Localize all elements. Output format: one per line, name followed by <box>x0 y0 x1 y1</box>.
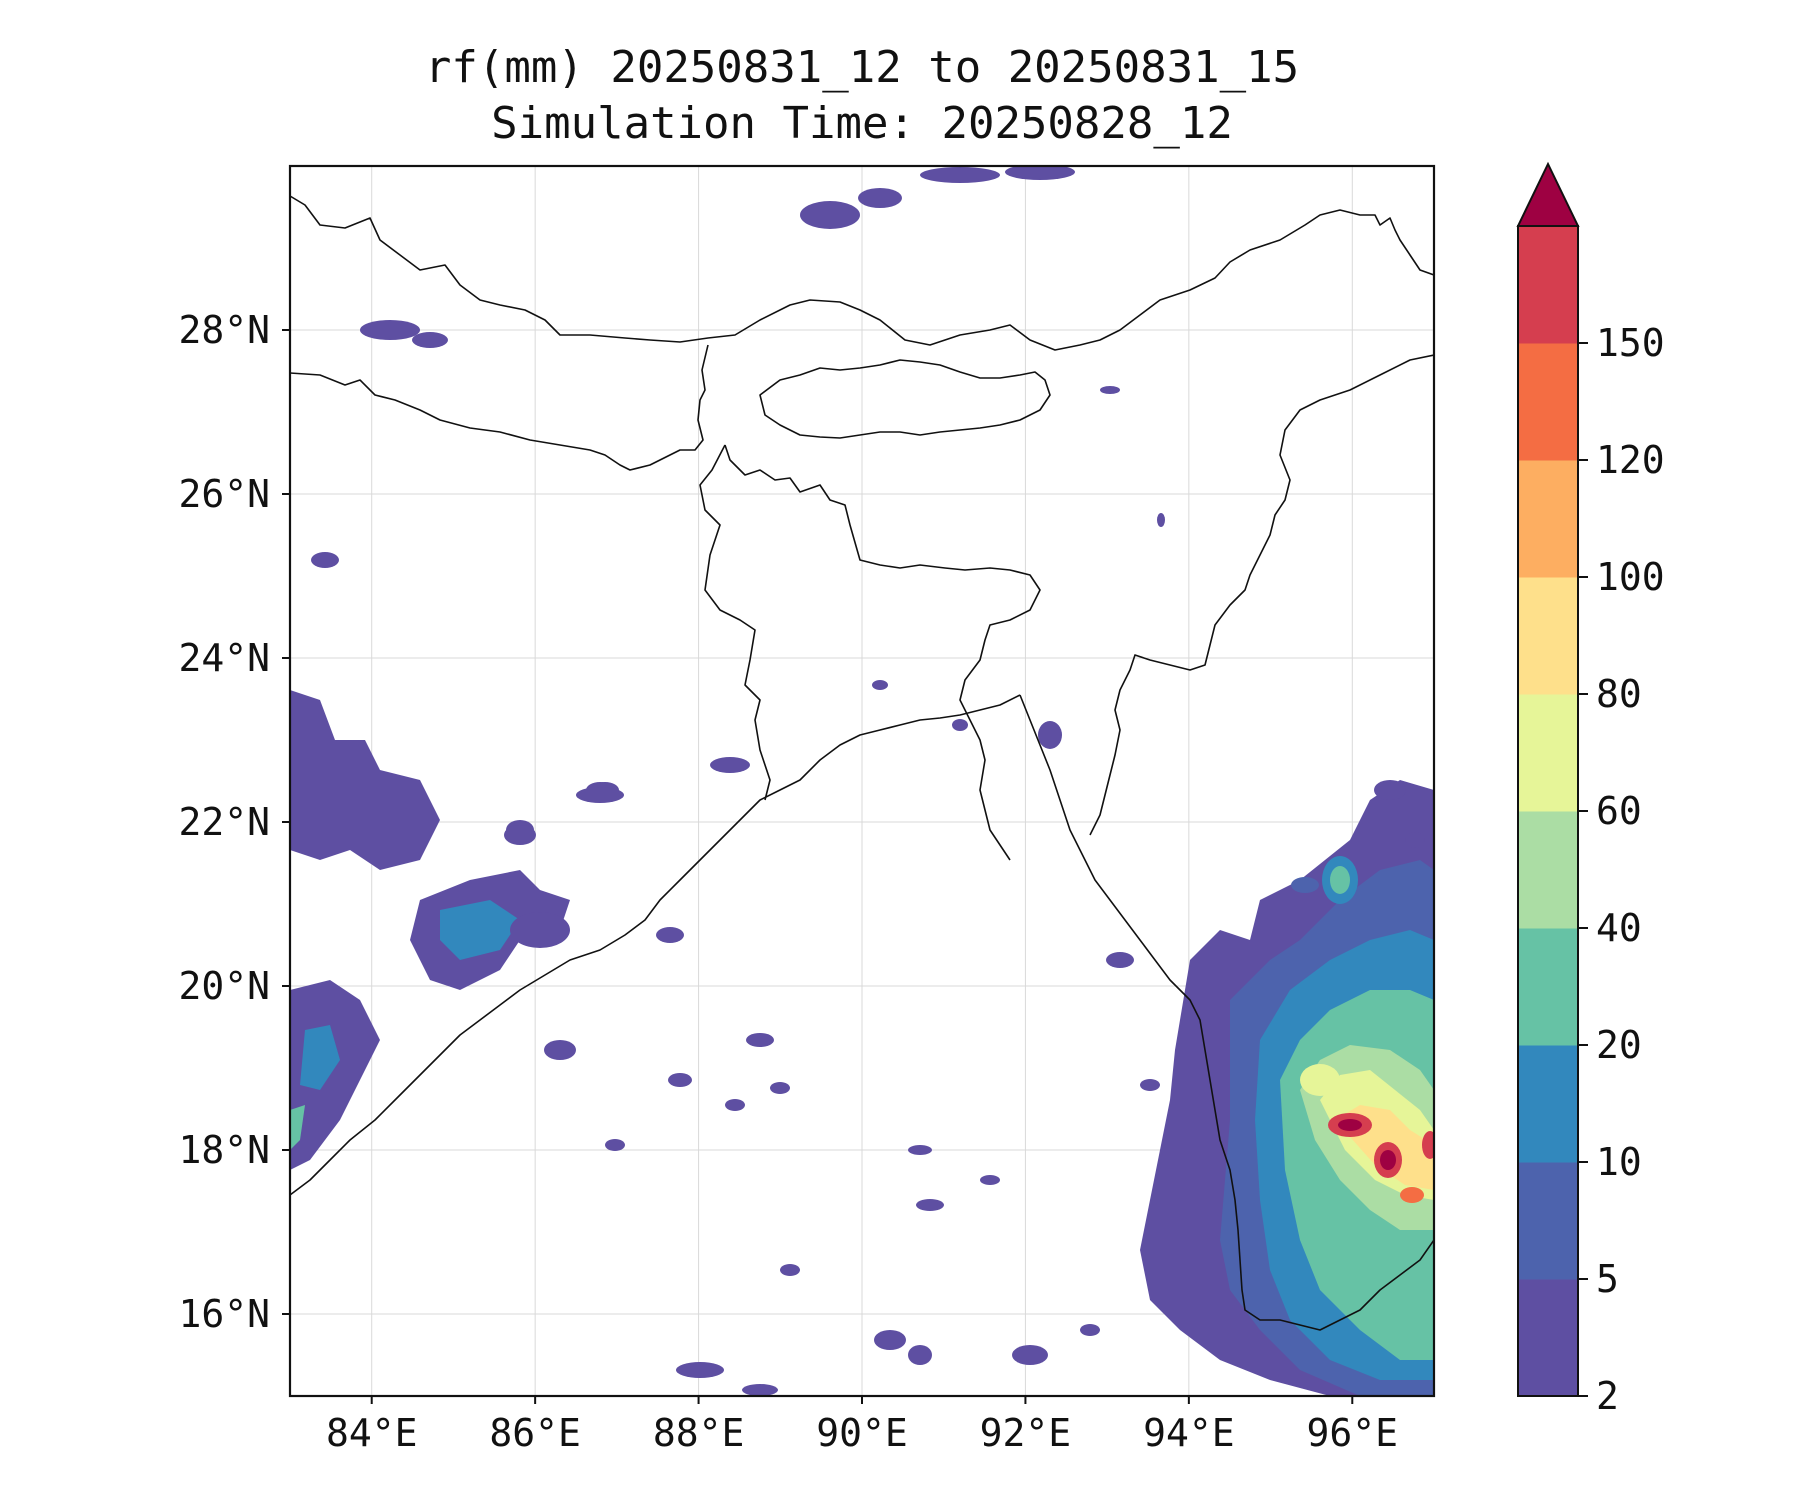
colorbar-tick-label: 120 <box>1596 438 1665 482</box>
rain-blobs-central <box>576 680 1250 1396</box>
lon-tick-label: 96°E <box>1307 1411 1399 1455</box>
lon-tick-label: 94°E <box>1143 1411 1235 1455</box>
colorbar-tick-label: 10 <box>1596 1140 1642 1184</box>
map-panel: 84°E 86°E 88°E 90°E 92°E 94°E 96°E 16°N 18°N 20°… <box>178 164 1436 1455</box>
rain-system-southeast <box>1140 780 1434 1396</box>
colorbar-tick-label: 5 <box>1596 1257 1619 1301</box>
lon-tick-label: 84°E <box>326 1411 418 1455</box>
india-west-bengal-border <box>699 444 771 801</box>
rain-blobs-north <box>800 166 1165 527</box>
nepal-border <box>290 344 709 471</box>
colorbar-segment <box>1518 460 1578 578</box>
colorbar-tick-label: 150 <box>1596 321 1665 365</box>
colorbar-segment <box>1518 811 1578 929</box>
figure-title: rf(mm) 20250831_12 to 20250831_15 <box>425 42 1299 93</box>
lat-tick-label: 18°N <box>178 1128 270 1172</box>
colorbar-segment <box>1518 694 1578 812</box>
colorbar-segment <box>1518 928 1578 1046</box>
lon-tick-label: 90°E <box>816 1411 908 1455</box>
lat-tick-label: 16°N <box>178 1292 270 1336</box>
lon-tick-label: 92°E <box>980 1411 1072 1455</box>
bhutan-border <box>759 359 1051 439</box>
rainfall-field <box>290 166 1434 1396</box>
india-east-coast <box>290 694 1021 1196</box>
lon-tick-label: 88°E <box>653 1411 745 1455</box>
colorbar-extend-arrow <box>1516 161 1580 227</box>
colorbar-segment <box>1518 226 1578 344</box>
colorbar-segment <box>1518 577 1578 695</box>
latitude-ticks: 16°N 18°N 20°N 22°N 24°N 26°N 28°N <box>178 308 290 1336</box>
colorbar-segment <box>1518 1162 1578 1280</box>
lon-tick-label: 86°E <box>489 1411 581 1455</box>
lat-tick-label: 22°N <box>178 800 270 844</box>
lat-tick-label: 26°N <box>178 472 270 516</box>
map-lines <box>290 195 1434 1331</box>
bangladesh-border <box>724 444 1041 861</box>
bangladesh-myanmar-coast <box>1019 694 1434 1331</box>
colorbar-tick-label: 100 <box>1596 555 1665 599</box>
lat-tick-label: 28°N <box>178 308 270 352</box>
colorbar: 2 5 10 20 40 60 80 100 120 150 <box>1516 161 1665 1418</box>
colorbar-tick-label: 80 <box>1596 672 1642 716</box>
colorbar-tick-label: 20 <box>1596 1023 1642 1067</box>
northeast-india-border <box>1089 354 1434 836</box>
colorbar-segment <box>1518 1045 1578 1163</box>
colorbar-tick-label: 60 <box>1596 789 1642 833</box>
lat-tick-label: 24°N <box>178 636 270 680</box>
colorbar-tick-label: 2 <box>1596 1374 1619 1418</box>
colorbar-segment <box>1518 343 1578 461</box>
colorbar-tick-label: 40 <box>1596 906 1642 950</box>
longitude-ticks: 84°E 86°E 88°E 90°E 92°E 94°E 96°E <box>326 1396 1398 1455</box>
lat-tick-label: 20°N <box>178 964 270 1008</box>
colorbar-segment <box>1518 1279 1578 1397</box>
china-border <box>290 195 1434 351</box>
figure-subtitle: Simulation Time: 20250828_12 <box>491 98 1233 149</box>
